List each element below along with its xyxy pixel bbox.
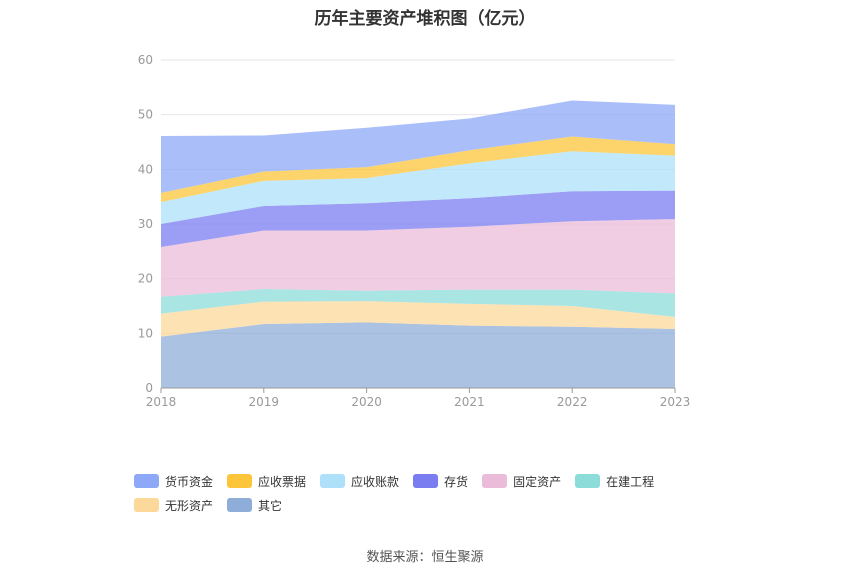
x-tick-label: 2018 [146,395,177,409]
area-series [161,136,675,203]
legend-label: 固定资产 [513,474,562,489]
legend-label: 应收账款 [351,474,400,489]
y-tick-label: 0 [145,381,153,395]
y-tick-label: 20 [138,272,153,286]
legend-item[interactable]: 固定资产 [482,472,561,490]
legend-item[interactable]: 存货 [413,472,468,490]
legend: 货币资金 应收票据 应收账款 存货 固定资产 在建工程无形资产 其它 [134,472,734,514]
stacked-area-chart: 0 10 20 30 40 50 60 2018 2019 2020 2021 2022 2023 [138,53,691,409]
legend-label: 在建工程 [606,474,655,489]
y-tick-label: 40 [138,162,153,176]
x-tick-label: 2021 [454,395,485,409]
y-tick-label: 10 [138,326,153,340]
legend-swatch [413,474,439,488]
legend-item[interactable]: 应收票据 [227,472,306,490]
area-series [161,322,675,388]
data-source-note: 数据来源：恒生聚源 [366,550,484,565]
legend-label: 其它 [258,498,283,513]
y-tick-label: 60 [138,53,153,67]
legend-swatch [227,498,253,512]
y-tick-label: 50 [138,108,153,122]
legend-item[interactable]: 应收账款 [320,472,399,490]
x-tick-label: 2023 [660,395,691,409]
legend-item[interactable]: 无形资产 [134,496,213,514]
area-series [161,100,675,193]
area-series [161,289,675,317]
legend-label: 货币资金 [165,474,214,489]
x-tick-label: 2019 [249,395,280,409]
area-series [161,301,675,337]
legend-label: 应收票据 [258,474,307,489]
area-series [161,151,675,224]
legend-swatch [134,474,159,488]
legend-swatch [482,474,508,488]
legend-swatch [227,474,253,488]
area-series [161,190,675,247]
legend-item[interactable]: 其它 [227,496,282,514]
chart-title: 历年主要资产堆积图（亿元） [314,9,536,29]
legend-item[interactable]: 货币资金 [134,472,213,490]
x-tick-label: 2020 [351,395,382,409]
legend-swatch [134,498,159,512]
x-tick-label: 2022 [557,395,588,409]
legend-swatch [575,474,601,488]
legend-label: 存货 [444,474,469,489]
y-tick-label: 30 [138,217,153,231]
legend-swatch [320,474,346,488]
area-series [161,219,675,297]
legend-label: 无形资产 [165,498,214,513]
legend-item[interactable]: 在建工程 [575,472,654,490]
